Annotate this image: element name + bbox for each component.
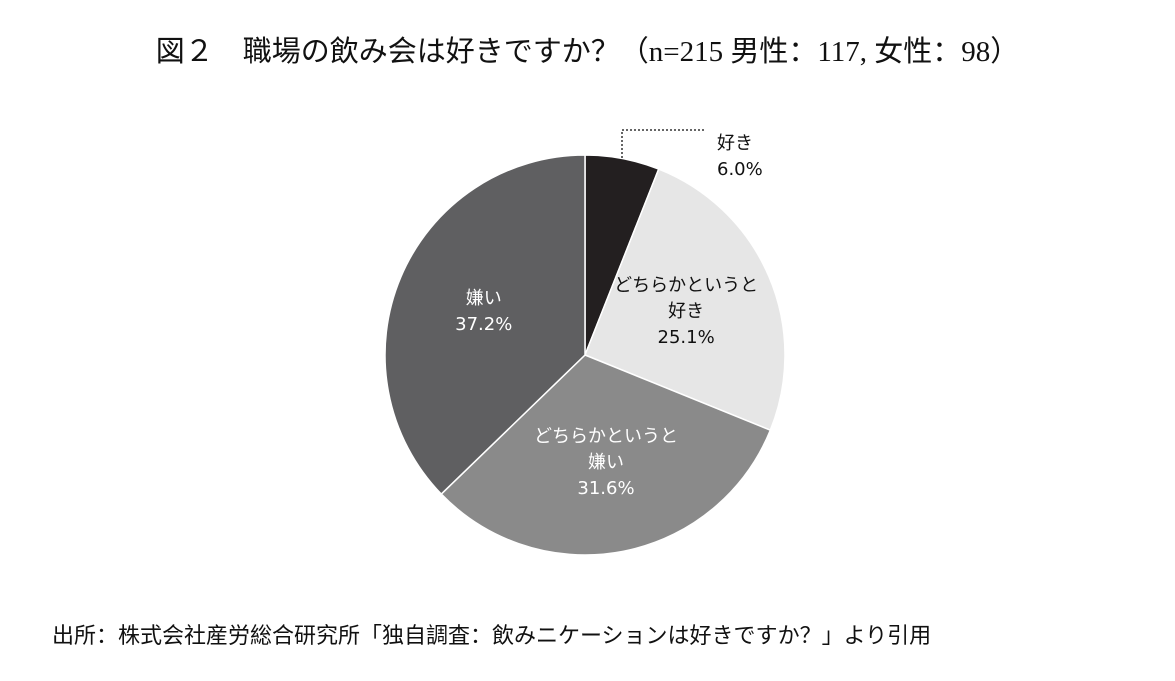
source-note: 出所：株式会社産労総合研究所「独自調査：飲みニケーションは好きですか？」より引用 — [52, 623, 932, 648]
slice-label: どちらかというと嫌い 31.6% — [531, 424, 681, 502]
category-label: 好き — [717, 133, 753, 154]
leader-line — [621, 129, 705, 158]
value-label: 31.6% — [577, 477, 635, 499]
value-label: 37.2% — [455, 314, 513, 336]
category-label: どちらかというと嫌い — [533, 425, 678, 473]
pie-slice — [584, 168, 786, 432]
category-label: どちらかというと好き — [614, 274, 759, 322]
slice-label: 嫌い 37.2% — [455, 286, 512, 338]
value-label: 25.1% — [657, 326, 715, 348]
slice-label: どちらかというと好き 25.1% — [611, 273, 761, 351]
chart-title: 図２ 職場の飲み会は好きですか？（n=215 男性：117, 女性：98） — [155, 36, 1020, 68]
slice-label: 好き 6.0% — [717, 131, 763, 183]
pie-slice — [440, 354, 772, 556]
category-label: 嫌い — [465, 288, 502, 310]
value-label: 6.0% — [717, 159, 763, 180]
pie-slice — [384, 154, 586, 496]
